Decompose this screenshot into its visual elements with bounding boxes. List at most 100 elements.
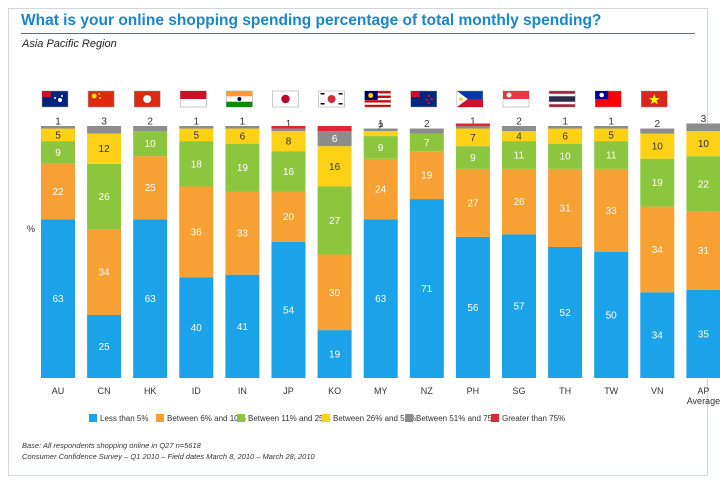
legend-swatch-between-11-and-25 <box>237 414 245 422</box>
legend-label-between-51-and-75: Between 51% and 75% <box>416 414 499 423</box>
data-label-ph-between-51-and-75: 1 <box>470 117 476 128</box>
bar-segment-cn-between-51-and-75 <box>87 126 122 134</box>
bar-segment-ph-between-6-and-10 <box>455 168 490 237</box>
bar-segment-au-between-6-and-10 <box>41 163 75 220</box>
bar-segment-ko-between-51-and-75 <box>317 131 352 147</box>
philippines-flag-icon-part-1 <box>456 99 483 107</box>
data-label-ph-between-6-and-10: 27 <box>467 198 479 209</box>
korea-flag-icon-part-3 <box>338 103 343 105</box>
data-label-vn-between-51-and-75: 2 <box>655 119 661 130</box>
bar-segment-au-between-26-and-50 <box>41 128 75 142</box>
data-label-sg-between-11-and-25: 11 <box>514 150 525 161</box>
data-label-hk-between-6-and-10: 25 <box>145 183 157 194</box>
legend-swatch-less-than-5 <box>89 414 97 422</box>
data-label-nz-between-6-and-10: 19 <box>421 171 433 182</box>
bar-segment-hk-less-than-5 <box>133 219 168 378</box>
bar-segment-vn-between-11-and-25 <box>640 158 675 207</box>
indonesia-flag-icon-part-1 <box>180 91 207 99</box>
bar-segment-id-between-51-and-75 <box>179 126 214 129</box>
bar-segment-id-between-11-and-25 <box>179 141 214 187</box>
data-label-cn-between-26-and-50: 12 <box>99 144 111 155</box>
bar-segment-hk-between-11-and-25 <box>133 131 168 157</box>
legend-label-between-6-and-10: Between 6% and 10% <box>167 414 246 423</box>
data-label-id-between-26-and-50: 5 <box>194 130 200 141</box>
bar-segment-jp-between-51-and-75 <box>271 128 306 132</box>
data-label-tw-between-26-and-50: 5 <box>608 130 614 141</box>
data-label-cn-between-6-and-10: 34 <box>99 268 111 279</box>
thailand-flag-icon-part-2 <box>549 96 576 102</box>
bar-segment-id-between-26-and-50 <box>179 128 214 142</box>
bar-segment-my-between-26-and-50 <box>363 131 398 137</box>
title-rule <box>21 33 695 34</box>
new-zealand-flag-icon-part-3 <box>430 97 433 101</box>
data-label-hk-between-51-and-75: 2 <box>147 117 153 128</box>
data-label-th-less-than-5: 52 <box>560 308 572 319</box>
bar-segment-tw-between-11-and-25 <box>594 141 629 169</box>
data-label-vn-between-11-and-25: 19 <box>652 178 664 189</box>
bar-segment-ko-between-6-and-10 <box>317 254 352 331</box>
data-label-nz-between-11-and-25: 7 <box>424 138 430 149</box>
bar-segment-ko-between-11-and-25 <box>317 186 352 255</box>
data-label-ap-average-less-than-5: 35 <box>698 329 710 340</box>
data-label-nz-between-51-and-75: 2 <box>424 119 430 130</box>
data-label-jp-between-11-and-25: 16 <box>283 167 295 178</box>
bar-segment-jp-between-26-and-50 <box>271 131 306 152</box>
bar-segment-jp-greater-than-75 <box>271 126 306 129</box>
legend-swatch-between-26-and-50 <box>322 414 330 422</box>
data-label-sg-less-than-5: 57 <box>513 302 525 313</box>
data-label-tw-between-51-and-75: 1 <box>608 117 614 128</box>
data-label-ko-between-26-and-50: 16 <box>329 162 341 173</box>
data-label-tw-less-than-5: 50 <box>606 311 618 322</box>
bar-segment-vn-between-6-and-10 <box>640 206 675 293</box>
x-tick-label-hk: HK <box>144 386 157 396</box>
bar-segment-ph-between-26-and-50 <box>455 128 490 147</box>
vietnam-flag-icon-part-1 <box>648 94 660 105</box>
data-label-cn-less-than-5: 25 <box>99 342 111 353</box>
data-label-ko-less-than-5: 19 <box>329 350 341 361</box>
legend-label-less-than-5: Less than 5% <box>100 414 148 423</box>
bar-segment-nz-between-11-and-25 <box>409 133 444 152</box>
bar-segment-au-between-11-and-25 <box>41 141 75 164</box>
bar-segment-ap-average-between-51-and-75 <box>686 123 720 132</box>
x-tick-label-vn: VN <box>651 386 664 396</box>
philippines-flag-icon-part-3 <box>459 97 463 101</box>
australia-flag-icon-part-2 <box>58 98 62 102</box>
data-label-my-less-than-5: 63 <box>375 294 387 305</box>
bar-segment-ko-between-26-and-50 <box>317 146 352 187</box>
data-label-th-between-6-and-10: 31 <box>560 203 572 214</box>
data-label-au-between-26-and-50: 5 <box>55 130 61 141</box>
bar-segment-in-between-26-and-50 <box>225 128 260 144</box>
data-label-ap-average-between-11-and-25: 22 <box>698 179 710 190</box>
chart-frame <box>8 8 708 476</box>
bar-segment-th-between-26-and-50 <box>548 128 583 144</box>
data-label-in-between-11-and-25: 19 <box>237 163 249 174</box>
bar-segment-hk-between-51-and-75 <box>133 126 168 132</box>
bar-segment-ap-average-between-6-and-10 <box>686 211 720 290</box>
bar-segment-nz-less-than-5 <box>409 199 444 378</box>
data-label-in-between-6-and-10: 33 <box>237 229 249 240</box>
bar-segment-ap-average-between-26-and-50 <box>686 131 720 157</box>
bar-segment-tw-less-than-5 <box>594 252 629 378</box>
new-zealand-flag-icon-part-5 <box>427 101 430 105</box>
japan-flag-icon-part-1 <box>281 94 290 104</box>
x-tick-label-in: IN <box>238 386 247 396</box>
taiwan-flag-icon-part-2 <box>599 92 604 98</box>
data-label-sg-between-6-and-10: 26 <box>513 197 525 208</box>
data-label-th-between-51-and-75: 1 <box>562 117 568 128</box>
x-tick-label-ko: KO <box>328 386 341 396</box>
bar-segment-th-between-6-and-10 <box>548 168 583 247</box>
bar-segment-th-less-than-5 <box>548 246 583 378</box>
india-flag-icon-part-3 <box>237 97 242 101</box>
bar-segment-my-between-11-and-25 <box>363 136 398 159</box>
chart-subtitle: Asia Pacific Region <box>22 38 117 50</box>
x-tick-label-au: AU <box>52 386 65 396</box>
bar-segment-au-less-than-5 <box>41 219 75 378</box>
china-flag-icon <box>87 90 115 108</box>
data-label-th-between-11-and-25: 10 <box>560 152 572 163</box>
bar-segment-ap-average-less-than-5 <box>686 289 720 378</box>
data-label-id-less-than-5: 40 <box>191 323 203 334</box>
data-label-ko-between-51-and-75: 6 <box>332 134 338 145</box>
new-zealand-flag-icon-part-2 <box>427 94 430 98</box>
bar-segment-my-less-than-5 <box>363 219 398 378</box>
bar-segment-tw-between-51-and-75 <box>594 126 629 129</box>
